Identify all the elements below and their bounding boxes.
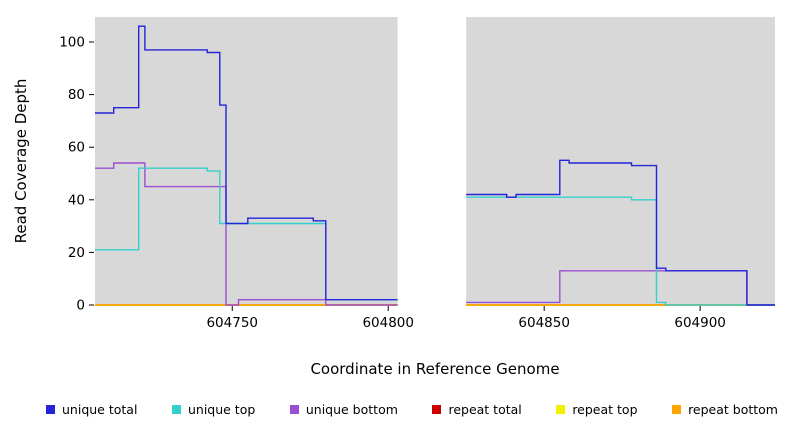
series-unique-total (466, 159, 775, 306)
legend-label: repeat bottom (688, 401, 778, 417)
legend-swatch-unique-total (46, 404, 55, 414)
x-tick-label: 604800 (362, 315, 414, 331)
legend-label: repeat total (448, 401, 522, 417)
plot-panel (466, 17, 775, 305)
legend-label: repeat top (572, 401, 638, 417)
legend: unique total unique top unique bottom repea… (46, 399, 786, 419)
plot-panel (95, 17, 398, 305)
legend-swatch-repeat-total (432, 404, 442, 414)
y-tick-label: 100 (59, 34, 85, 50)
x-tick-label: 604900 (674, 315, 726, 331)
legend-label: unique bottom (305, 401, 398, 417)
legend-item-unique-total: unique total (46, 402, 145, 417)
legend-item-unique-top: unique top (171, 401, 263, 417)
legend-swatch-unique-top (171, 404, 181, 414)
legend-item-unique-bottom: unique bottom (289, 401, 406, 417)
y-tick-label: 60 (68, 140, 85, 156)
series-unique-bottom (95, 162, 398, 306)
legend-item-repeat-bottom: repeat bottom (672, 402, 786, 417)
series-unique-total (95, 25, 398, 301)
x-axis-title: Coordinate in Reference Genome (310, 360, 560, 378)
legend-label: unique top (187, 401, 256, 417)
legend-swatch-repeat-top (556, 404, 566, 414)
y-tick-label: 40 (68, 192, 85, 208)
x-tick-label: 604750 (206, 315, 258, 331)
legend-item-repeat-total: repeat total (432, 402, 529, 417)
legend-item-repeat-top: repeat top (556, 402, 645, 417)
x-tick-label: 604850 (518, 315, 570, 331)
legend-swatch-unique-bottom (289, 404, 299, 414)
y-tick-label: 80 (68, 87, 85, 103)
legend-swatch-repeat-bottom (672, 404, 682, 414)
y-axis-title: Read Coverage Depth (12, 78, 30, 244)
y-tick-label: 20 (68, 245, 85, 261)
y-tick-label: 0 (76, 298, 85, 314)
legend-label: unique total (62, 401, 138, 417)
